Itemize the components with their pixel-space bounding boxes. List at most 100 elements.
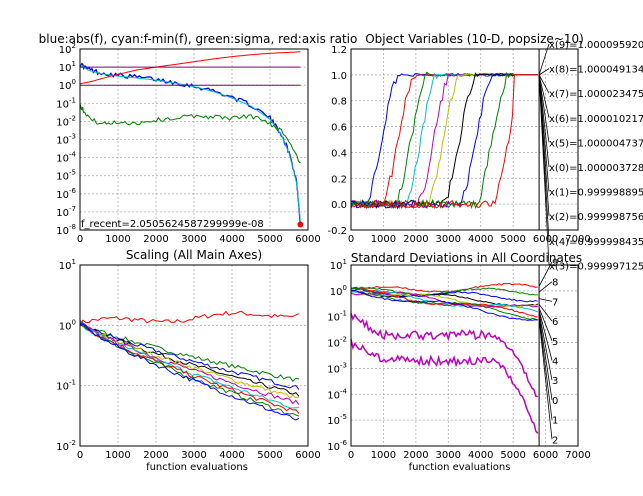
object-variable-line: [350, 72, 538, 210]
annotation-leader: [538, 43, 550, 75]
axes-frame-2: [79, 264, 309, 447]
label-leader: [538, 281, 553, 293]
y-tick-label: 0.8: [331, 97, 347, 108]
axes-frame-0: [79, 48, 309, 231]
coordinate-label: 6: [552, 317, 558, 328]
x-tick-label: 3000: [181, 234, 206, 245]
coordinate-label: 4: [552, 357, 558, 368]
y-tick-label: 0.0: [331, 200, 347, 211]
y-tick-label: 10-3: [56, 133, 76, 147]
y-tick-label: 10-6: [56, 187, 76, 201]
x-axis-label: function evaluations: [146, 462, 248, 473]
label-leader: [538, 307, 553, 341]
x-tick-label: 4000: [219, 450, 244, 461]
y-tick-label: 10-3: [327, 361, 347, 375]
x-tick-label: 5000: [257, 234, 282, 245]
y-tick-label: 101: [59, 60, 76, 74]
coordinate-label: 9: [552, 258, 558, 269]
y-tick-label: 10-1: [56, 379, 76, 393]
scaling-line: [79, 320, 300, 390]
object-variable-line: [351, 74, 538, 210]
coordinate-label: 2: [552, 435, 558, 446]
x-tick-label: 2000: [403, 234, 428, 245]
variable-annotation: x(7)=1.000023475: [549, 89, 643, 100]
annotation-leader: [538, 68, 550, 76]
std-dev-line: [350, 287, 538, 318]
std-dev-line: [350, 289, 538, 321]
coordinate-label: 5: [552, 337, 558, 348]
object-variable-line: [350, 71, 538, 210]
object-variable-line: [350, 72, 538, 210]
axes-frame-1: [350, 48, 579, 231]
variable-annotation: x(6)=1.000010217: [549, 114, 643, 125]
variable-annotation: x(8)=1.000049134: [549, 65, 643, 76]
y-tick-label: 100: [59, 78, 76, 92]
variable-annotation: x(0)=1.000003728: [549, 163, 643, 174]
x-tick-label: 5000: [500, 450, 525, 461]
x-tick-label: 1000: [105, 234, 130, 245]
scaling-line: [79, 321, 300, 417]
x-tick-label: 5000: [257, 450, 282, 461]
y-tick-label: 10-5: [56, 169, 76, 183]
scaling-line: [79, 310, 300, 326]
variable-annotation: x(2)=0.999998756: [549, 212, 643, 223]
x-tick-label: 2000: [143, 234, 168, 245]
std-dev-line: [350, 290, 538, 313]
y-tick-label: 101: [330, 258, 347, 272]
x-tick-label: 3000: [436, 450, 461, 461]
y-tick-label: 0.6: [331, 123, 347, 134]
y-tick-label: 10-7: [56, 205, 76, 219]
variable-annotation: x(3)=0.999997125: [549, 261, 643, 272]
chart-title: Object Variables (10-D, popsize~10): [365, 32, 584, 46]
x-tick-label: 0: [77, 450, 83, 461]
x-tick-label: 4000: [468, 450, 493, 461]
y-tick-label: 100: [330, 284, 347, 298]
y-tick-label: 10-1: [56, 96, 76, 110]
x-tick-label: 7000: [565, 234, 590, 245]
scaling-line: [79, 322, 300, 405]
y-tick-label: 10-4: [56, 151, 76, 165]
annotation-leader: [538, 74, 550, 143]
series-line-ratio: [79, 51, 301, 85]
label-leader: [538, 314, 553, 400]
object-variable-line: [350, 72, 538, 209]
series-line-absf: [79, 62, 302, 225]
x-tick-label: 2000: [143, 450, 168, 461]
x-tick-label: 6000: [533, 234, 558, 245]
variable-annotation: x(1)=0.999998895: [549, 188, 643, 199]
variable-annotation: x(5)=1.000004737: [549, 138, 643, 149]
axes-frame-3: [350, 264, 579, 447]
label-leader: [539, 298, 553, 302]
y-tick-label: 10-5: [327, 413, 347, 427]
label-leader: [538, 319, 553, 440]
annotation-leader: [538, 74, 550, 118]
y-tick-label: 10-4: [327, 387, 347, 401]
x-tick-label: 1000: [105, 450, 130, 461]
label-leader: [538, 316, 553, 420]
y-tick-label: 1.0: [331, 71, 347, 82]
std-dev-line: [350, 287, 538, 321]
chart-title: Scaling (All Main Axes): [126, 248, 262, 262]
final-point-marker: [297, 221, 304, 228]
x-tick-label: 2000: [403, 450, 428, 461]
y-tick-label: -0.2: [327, 226, 347, 237]
label-leader: [538, 304, 553, 322]
x-tick-label: 6000: [533, 450, 558, 461]
y-tick-label: 1.2: [331, 45, 347, 56]
y-tick-label: 10-8: [56, 223, 76, 237]
object-variable-line: [350, 71, 538, 209]
x-tick-label: 0: [348, 234, 354, 245]
y-tick-label: 100: [59, 318, 76, 332]
label-leader: [538, 312, 553, 381]
object-variable-line: [350, 72, 538, 209]
label-leader: [538, 261, 553, 287]
variable-annotation: x(4)=0.999998435: [549, 237, 643, 248]
x-tick-label: 3000: [436, 234, 461, 245]
coordinate-label: 3: [552, 376, 558, 387]
x-tick-label: 6000: [295, 234, 320, 245]
label-leader: [538, 310, 553, 361]
x-tick-label: 4000: [468, 234, 493, 245]
x-tick-label: 0: [348, 450, 354, 461]
sigma-magenta-line: [350, 312, 539, 398]
